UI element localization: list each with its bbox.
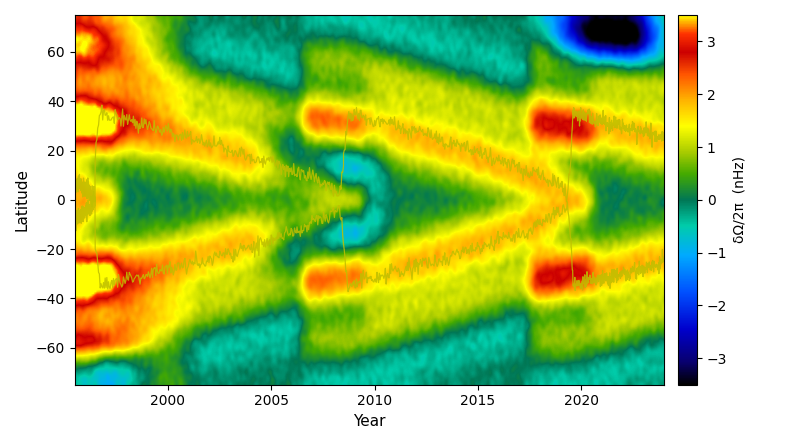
Y-axis label: Latitude: Latitude — [15, 168, 30, 231]
X-axis label: Year: Year — [353, 414, 386, 429]
Y-axis label: δΩ/2π  (nHz): δΩ/2π (nHz) — [733, 156, 746, 243]
